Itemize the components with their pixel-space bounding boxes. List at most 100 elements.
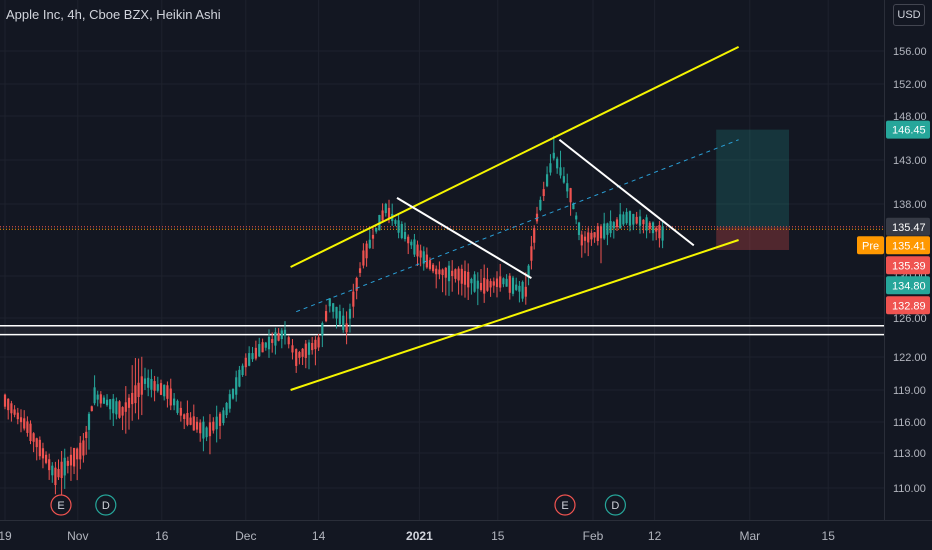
candle-body — [291, 345, 294, 353]
channel-midline[interactable] — [296, 139, 739, 313]
candle-body — [438, 269, 441, 275]
candle-body — [580, 234, 583, 246]
candle-body — [518, 285, 521, 292]
candle-body — [603, 223, 606, 239]
target-zone[interactable] — [716, 129, 789, 228]
candle-body — [235, 377, 238, 395]
candle-body — [365, 243, 368, 259]
candle-body — [166, 385, 169, 399]
candle-body — [515, 284, 518, 290]
dividend-marker[interactable] — [604, 494, 627, 516]
candle-body — [362, 250, 365, 266]
candle-body — [274, 332, 277, 346]
candle-body — [298, 352, 301, 358]
earnings-marker[interactable] — [554, 494, 576, 516]
candle-body — [410, 241, 413, 246]
candle-body — [495, 278, 499, 287]
candle-body — [208, 422, 212, 437]
candle-body — [435, 268, 438, 275]
candle-body — [192, 416, 195, 431]
candle-body — [143, 378, 147, 384]
dividend-marker[interactable] — [95, 494, 117, 516]
candle-body — [218, 413, 222, 426]
candle-body — [476, 280, 479, 289]
price-tick-label: 126.00 — [893, 313, 927, 325]
price-tick-label: 116.00 — [893, 417, 926, 429]
candle-body — [222, 410, 225, 423]
candles — [3, 135, 664, 499]
candle-body — [599, 226, 603, 239]
candle-body — [332, 303, 335, 312]
candle-body — [38, 439, 41, 457]
support-zone-fill — [0, 325, 884, 335]
candle-body — [397, 220, 400, 233]
candle-body — [583, 236, 587, 241]
candle-body — [26, 421, 29, 433]
candle-body — [264, 342, 267, 348]
trend-line[interactable] — [396, 196, 532, 279]
candle-body — [606, 223, 609, 235]
candle-body — [153, 381, 156, 391]
price-badge — [886, 236, 930, 255]
candle-body — [368, 239, 371, 248]
candle-body — [317, 337, 320, 348]
time-axis[interactable]: 19 Nov 16 Dec 14 2021 15 Feb 12 Mar 15 — [0, 529, 835, 543]
candle-body — [254, 347, 257, 359]
candle-body — [444, 267, 447, 278]
candle-body — [425, 254, 428, 268]
candle-body — [460, 268, 463, 284]
candle-body — [186, 412, 189, 425]
candle-body — [137, 382, 140, 398]
candle-body — [87, 413, 91, 430]
candle-body — [562, 176, 565, 183]
candle-body — [545, 174, 549, 187]
candle-body — [612, 222, 615, 229]
price-tick-label: 156.00 — [893, 46, 927, 58]
candle-body — [307, 342, 311, 355]
candle-body — [381, 210, 384, 221]
channel-line[interactable] — [290, 239, 739, 391]
candle-body — [13, 409, 16, 415]
trend-line[interactable] — [558, 138, 695, 247]
candle-body — [596, 226, 599, 241]
candle-body — [105, 399, 109, 406]
candle-body — [44, 454, 48, 463]
candle-body — [632, 213, 635, 225]
candle-body — [625, 211, 628, 224]
candle-body — [244, 357, 247, 368]
candle-body — [169, 388, 172, 406]
candle-body — [441, 269, 444, 276]
price-badge — [886, 256, 930, 275]
candle-body — [277, 332, 280, 341]
time-tick-label: 19 — [0, 529, 12, 543]
candle-body — [479, 282, 483, 291]
candle-body — [499, 276, 502, 288]
drawings[interactable] — [290, 45, 740, 391]
candle-body — [335, 306, 338, 319]
candle-body — [375, 227, 378, 232]
candle-body — [311, 343, 314, 351]
candle-body — [147, 377, 150, 388]
currency-button[interactable]: USD — [893, 4, 925, 26]
channel-line[interactable] — [290, 45, 740, 268]
price-badge-value: 134.80 — [892, 280, 926, 292]
stop-zone[interactable] — [716, 227, 789, 250]
candle-body — [428, 260, 432, 269]
time-tick-label: Nov — [67, 529, 88, 543]
earnings-marker[interactable] — [50, 494, 72, 516]
candle-body — [559, 167, 562, 176]
candle-body — [72, 447, 76, 467]
candle-body — [93, 387, 96, 404]
time-tick-label: 12 — [648, 529, 662, 543]
candle-body — [511, 277, 515, 294]
price-badge — [886, 120, 930, 139]
candle-body — [416, 244, 419, 257]
candle-body — [457, 268, 460, 281]
candle-body — [413, 239, 416, 255]
long-position[interactable] — [0, 129, 884, 250]
candle-body — [159, 383, 163, 395]
candle-body — [176, 400, 179, 413]
candle-body — [556, 158, 559, 169]
